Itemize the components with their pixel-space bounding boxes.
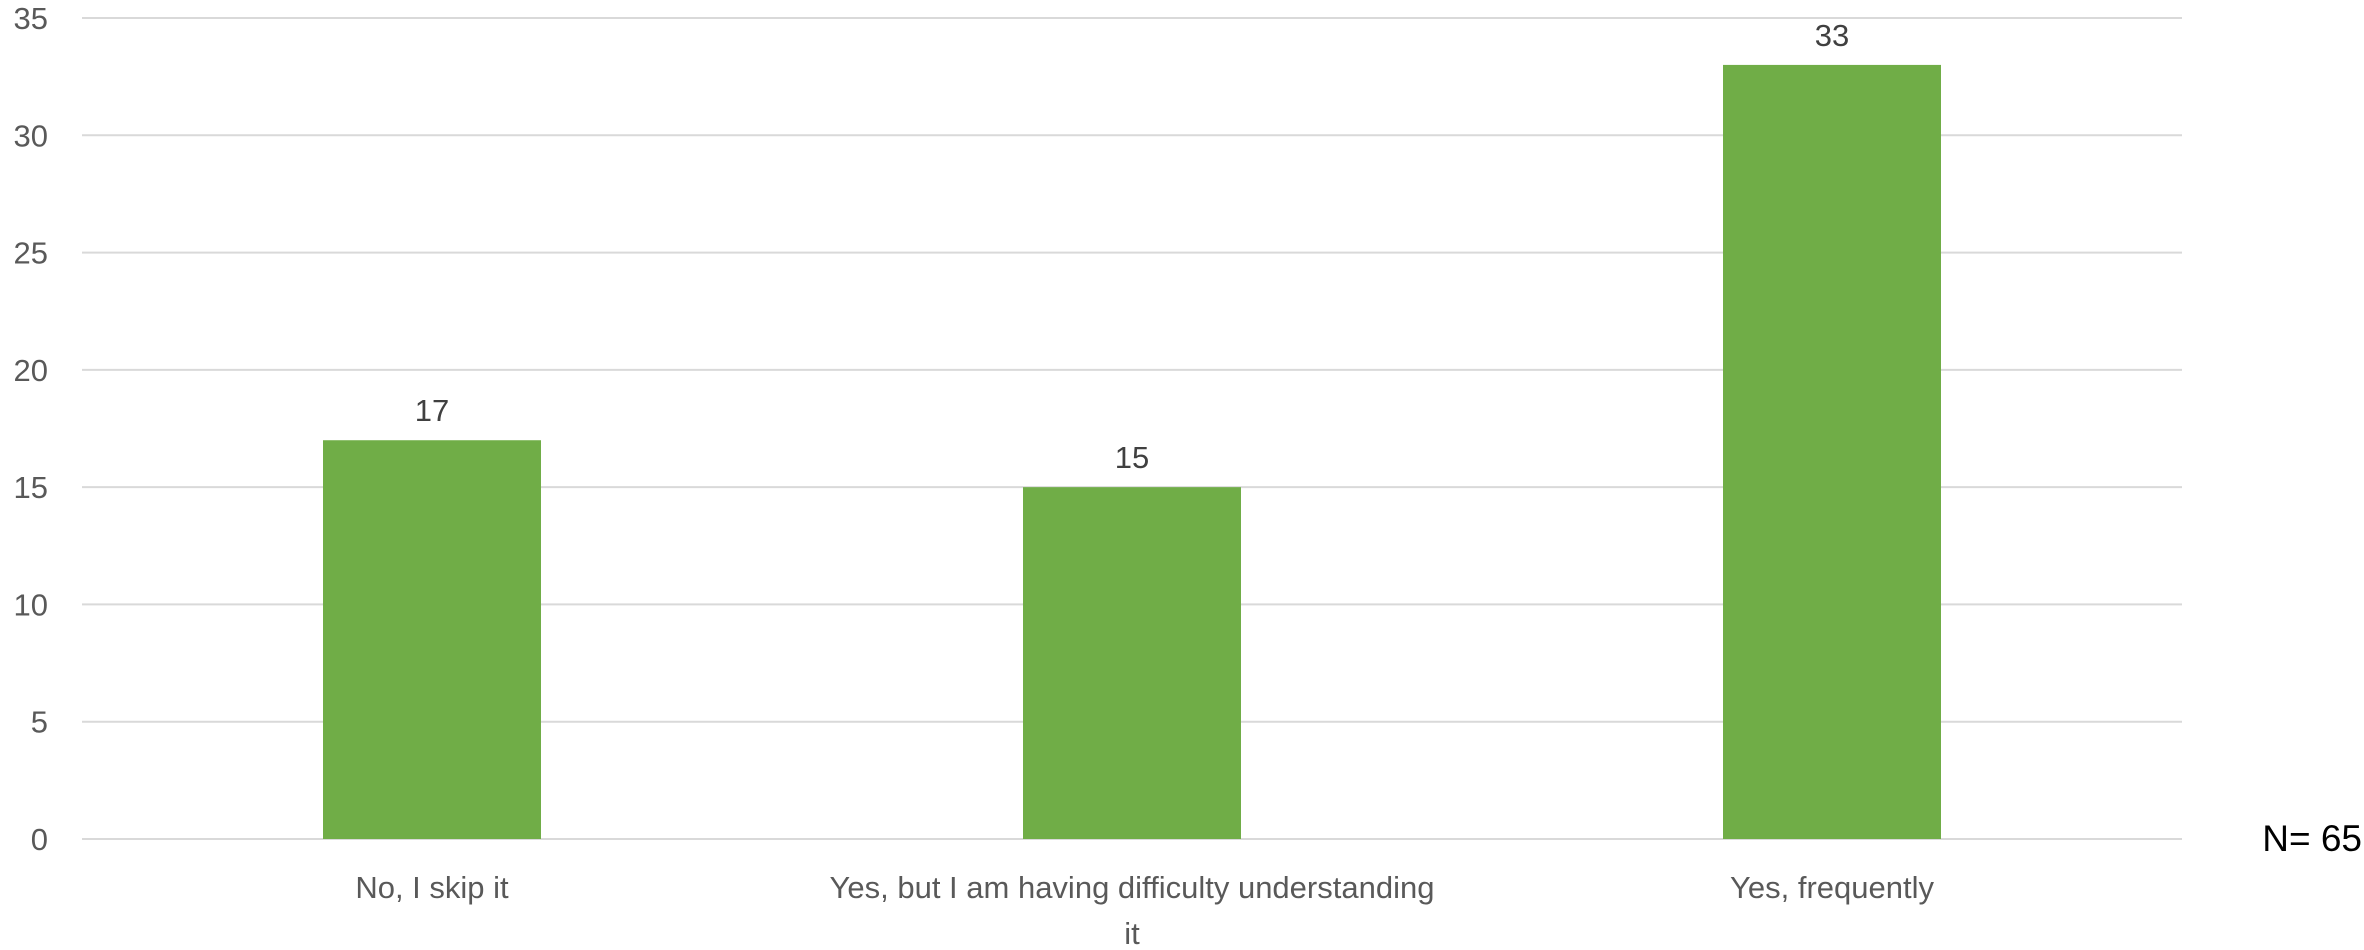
data-label: 15: [1115, 440, 1149, 475]
x-category-label: Yes, frequently: [1730, 870, 1934, 905]
y-tick-label: 35: [14, 1, 48, 36]
data-labels: 17 15 33: [415, 18, 1849, 475]
bar: [1723, 64, 1941, 839]
y-tick-label: 20: [14, 353, 48, 388]
bars: [323, 64, 1941, 839]
y-tick-label: 10: [14, 587, 48, 622]
x-category-label: No, I skip it: [355, 870, 509, 905]
y-axis-tick-labels: 0 5 10 15 20 25 30 35: [14, 1, 48, 857]
x-axis-category-labels: No, I skip it Yes, but I am having diffic…: [355, 870, 1934, 950]
bar: [323, 440, 541, 839]
y-tick-label: 30: [14, 118, 48, 153]
sample-size-annotation: N= 65: [2262, 818, 2362, 859]
data-label: 33: [1815, 18, 1849, 53]
y-tick-label: 15: [14, 470, 48, 505]
x-category-label: Yes, but I am having difficulty understa…: [830, 870, 1435, 905]
y-tick-label: 0: [31, 822, 48, 857]
y-tick-label: 5: [31, 705, 48, 740]
bar: [1023, 487, 1241, 839]
x-category-label: it: [1124, 916, 1140, 950]
data-label: 17: [415, 393, 449, 428]
y-tick-label: 25: [14, 236, 48, 271]
